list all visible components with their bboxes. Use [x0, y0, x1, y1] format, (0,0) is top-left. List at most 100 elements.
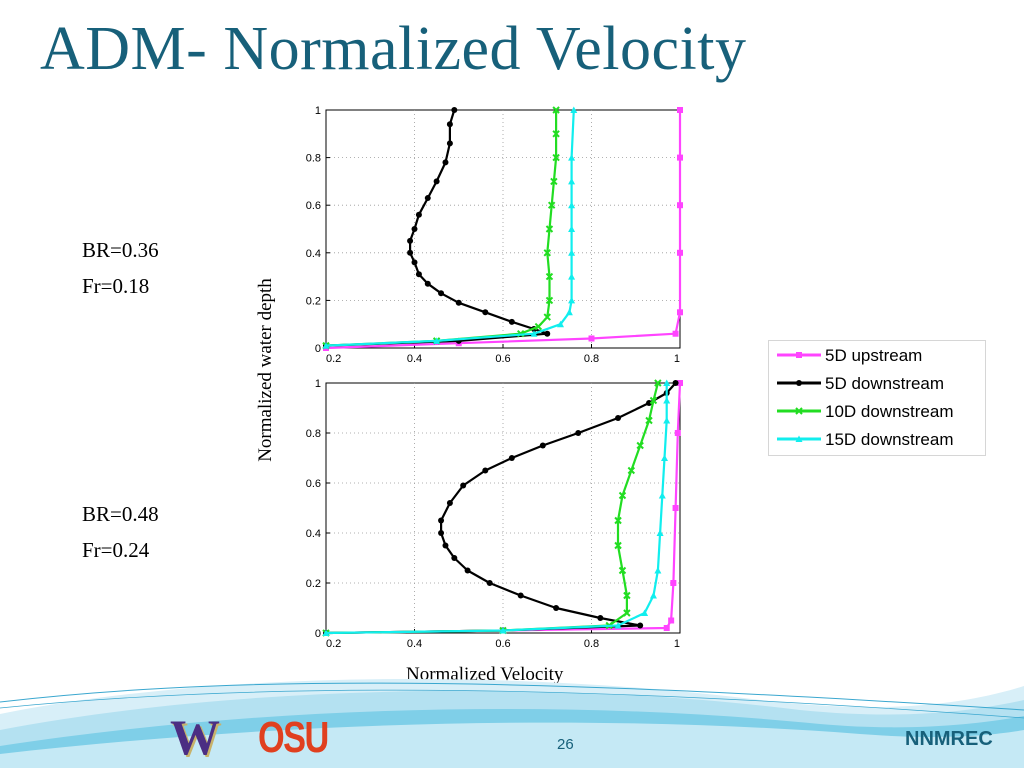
- legend-label: 5D upstream: [825, 346, 923, 365]
- data-point: [677, 249, 683, 256]
- slide-title: ADM- Normalized Velocity: [40, 15, 747, 83]
- data-point: [411, 259, 418, 266]
- data-point: [575, 430, 582, 436]
- data-point: [499, 627, 507, 634]
- data-point: [407, 249, 414, 256]
- y-tick-label: 0.2: [306, 295, 321, 307]
- chart-2: 0.2 0.4 0.6 0.8 1 0 0.2 0.4 0.6 0.8 1: [306, 378, 683, 650]
- data-point: [677, 309, 683, 316]
- uw-logo: W: [170, 709, 220, 765]
- data-point: [451, 555, 458, 561]
- data-point: [442, 542, 449, 549]
- data-point: [663, 397, 671, 404]
- data-point: [677, 154, 683, 161]
- data-point: [446, 500, 453, 506]
- y-tick-label: 1: [315, 378, 321, 390]
- data-point: [615, 415, 622, 421]
- legend-label: 15D downstream: [825, 430, 954, 449]
- data-point: [508, 318, 515, 325]
- data-point: [433, 178, 440, 185]
- data-point: [649, 592, 657, 599]
- legend-entry: 15D downstream: [769, 427, 985, 453]
- data-point: [553, 605, 560, 611]
- data-point: [568, 296, 576, 304]
- legend-entry: 5D upstream: [769, 343, 985, 369]
- x-tick-label: 0.6: [495, 353, 510, 365]
- data-point: [674, 430, 681, 436]
- series-line: [325, 110, 558, 347]
- data-point: [565, 308, 573, 316]
- data-point: [464, 567, 471, 574]
- data-point: [539, 442, 546, 449]
- y-tick-label: 0: [315, 628, 321, 640]
- data-point: [656, 529, 664, 536]
- legend-label: 5D downstream: [825, 374, 945, 393]
- data-point: [663, 625, 670, 631]
- x-tick-label: 0.6: [495, 638, 510, 650]
- data-point: [614, 622, 622, 629]
- legend-entry: 10D downstream: [769, 399, 985, 425]
- data-point: [623, 591, 631, 600]
- y-tick-label: 0.6: [306, 478, 321, 490]
- series-15d-downstream: [322, 106, 578, 349]
- page-number: 26: [557, 736, 574, 753]
- data-point: [672, 330, 679, 337]
- case-1-parameters: BR=0.36 Fr=0.18: [82, 232, 159, 304]
- data-point: [649, 396, 658, 405]
- data-point: [545, 225, 554, 233]
- data-point: [641, 609, 649, 616]
- organization-name: NNMREC: [905, 728, 993, 750]
- series-line: [325, 382, 677, 635]
- data-point: [547, 201, 556, 209]
- data-point: [670, 580, 677, 586]
- data-point: [661, 454, 669, 461]
- data-point: [658, 492, 666, 499]
- data-point: [543, 249, 551, 257]
- data-point: [442, 159, 449, 166]
- data-point: [534, 322, 543, 331]
- x-tick-label: 0.4: [407, 638, 422, 650]
- data-point: [654, 379, 662, 387]
- data-point: [517, 592, 524, 599]
- y-tick-label: 0: [315, 343, 321, 355]
- series-10d-downstream: [322, 379, 662, 637]
- legend-marker: [796, 380, 802, 386]
- data-point: [588, 335, 595, 342]
- x-tick-label: 0.4: [407, 353, 422, 365]
- data-point: [415, 211, 422, 218]
- data-point: [438, 530, 445, 536]
- case-1-fr: Fr=0.18: [82, 274, 150, 298]
- data-point: [451, 107, 458, 113]
- data-point: [438, 290, 445, 297]
- data-point: [552, 106, 560, 114]
- data-point: [482, 467, 489, 474]
- data-point: [627, 466, 636, 475]
- data-point: [557, 320, 565, 328]
- data-point: [677, 202, 683, 209]
- data-point: [672, 505, 679, 511]
- x-tick-label: 1: [674, 353, 680, 365]
- data-point: [668, 617, 675, 624]
- data-point: [552, 130, 560, 138]
- data-point: [455, 299, 462, 306]
- data-point: [424, 280, 431, 287]
- data-point: [530, 330, 538, 337]
- legend-swatch: [777, 435, 821, 442]
- data-point: [407, 237, 414, 244]
- data-point: [322, 342, 330, 349]
- osu-logo: OSU: [258, 713, 329, 762]
- data-point: [623, 609, 631, 617]
- y-tick-label: 0.4: [306, 528, 321, 540]
- data-point: [545, 296, 554, 305]
- x-tick-label: 0.2: [326, 353, 341, 365]
- data-point: [550, 177, 558, 186]
- data-point: [460, 482, 467, 489]
- case-2-parameters: BR=0.48 Fr=0.24: [82, 496, 159, 568]
- legend-swatch: [777, 352, 821, 358]
- data-point: [618, 566, 627, 575]
- y-tick-label: 0.8: [306, 428, 321, 440]
- x-tick-label: 0.8: [584, 353, 599, 365]
- data-point: [411, 226, 418, 232]
- data-point: [570, 106, 578, 113]
